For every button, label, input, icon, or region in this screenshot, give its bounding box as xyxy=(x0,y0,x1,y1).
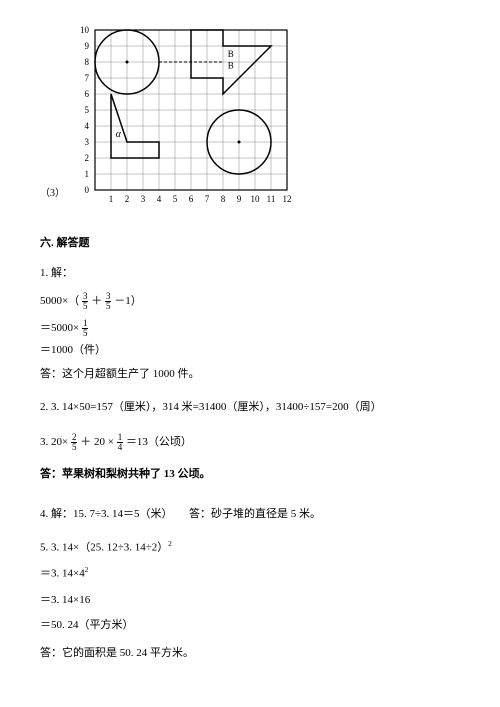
frac-2-5: 25 xyxy=(71,433,78,452)
section-6-title: 六. 解答题 xyxy=(40,235,460,253)
p1-expr2: ＝5000× 15 xyxy=(40,319,460,338)
svg-text:8: 8 xyxy=(85,57,90,67)
svg-text:2: 2 xyxy=(125,194,130,204)
svg-text:B: B xyxy=(228,60,234,70)
svg-text:10: 10 xyxy=(80,25,90,35)
plus-sign: ＋ xyxy=(91,295,102,307)
frac-1-4: 14 xyxy=(117,433,124,452)
p1-expr1: 5000×（ 35 ＋ 35 －1） xyxy=(40,292,460,311)
p1-expr2-prefix: ＝5000× xyxy=(40,322,79,334)
svg-text:9: 9 xyxy=(237,194,242,204)
svg-text:1: 1 xyxy=(85,169,90,179)
p3-suffix: ＝13（公顷） xyxy=(126,436,192,448)
p1-expr1-suffix: －1） xyxy=(114,295,142,307)
grid-figure-section: （3） 012345678910123456789101112αBB xyxy=(40,20,460,210)
p5-answer: 答：它的面积是 50. 24 平方米。 xyxy=(40,645,460,663)
problem-4: 4. 解：15. 7÷3. 14＝5（米） 答：砂子堆的直径是 5 米。 xyxy=(40,506,460,524)
p1-intro: 1. 解： xyxy=(40,265,460,283)
svg-text:10: 10 xyxy=(251,194,261,204)
question-3-label: （3） xyxy=(40,186,65,202)
svg-text:4: 4 xyxy=(157,194,162,204)
p3-prefix: 3. 20× xyxy=(40,436,68,448)
svg-text:5: 5 xyxy=(173,194,178,204)
svg-text:11: 11 xyxy=(267,194,276,204)
svg-text:α: α xyxy=(116,129,122,140)
p1-expr3: ＝1000（件） xyxy=(40,342,460,360)
p5-l4: ＝50. 24（平方米） xyxy=(40,617,460,635)
svg-text:7: 7 xyxy=(205,194,210,204)
p3-expr: 3. 20× 25 ＋ 20 × 14 ＝13（公顷） xyxy=(40,433,460,452)
problem-5: 5. 3. 14×（25. 12÷3. 14÷2）2 ＝3. 14×42 ＝3.… xyxy=(40,539,460,662)
p3-mid: ＋ 20 × xyxy=(80,436,116,448)
svg-text:3: 3 xyxy=(141,194,146,204)
svg-text:2: 2 xyxy=(85,153,90,163)
frac-1-5: 15 xyxy=(82,319,89,338)
problem-1: 1. 解： 5000×（ 35 ＋ 35 －1） ＝5000× 15 ＝1000… xyxy=(40,265,460,384)
frac-3-5-a: 35 xyxy=(82,292,89,311)
svg-text:7: 7 xyxy=(85,73,90,83)
svg-text:8: 8 xyxy=(221,194,226,204)
p1-expr1-prefix: 5000×（ xyxy=(40,295,79,307)
svg-text:9: 9 xyxy=(85,41,90,51)
frac-3-5-b: 35 xyxy=(105,292,112,311)
svg-text:0: 0 xyxy=(85,185,90,195)
svg-text:B: B xyxy=(228,49,234,59)
problem-3: 3. 20× 25 ＋ 20 × 14 ＝13（公顷） 答：苹果树和梨树共种了 … xyxy=(40,433,460,484)
p5-l3: ＝3. 14×16 xyxy=(40,592,460,610)
svg-text:6: 6 xyxy=(85,89,90,99)
svg-text:6: 6 xyxy=(189,194,194,204)
svg-text:4: 4 xyxy=(85,121,90,131)
svg-text:5: 5 xyxy=(85,105,90,115)
svg-text:12: 12 xyxy=(283,194,292,204)
svg-text:1: 1 xyxy=(109,194,114,204)
p5-l1: 5. 3. 14×（25. 12÷3. 14÷2）2 xyxy=(40,539,460,557)
problem-2: 2. 3. 14×50=157（厘米），314 米=31400（厘米），3140… xyxy=(40,399,460,417)
p5-l2: ＝3. 14×42 xyxy=(40,565,460,583)
p3-answer: 答：苹果树和梨树共种了 13 公顷。 xyxy=(40,466,460,484)
p2-text: 2. 3. 14×50=157（厘米），314 米=31400（厘米），3140… xyxy=(40,399,460,417)
p1-answer: 答：这个月超额生产了 1000 件。 xyxy=(40,366,460,384)
coordinate-grid: 012345678910123456789101112αBB xyxy=(73,20,303,210)
svg-text:3: 3 xyxy=(85,137,90,147)
p4-text: 4. 解：15. 7÷3. 14＝5（米） 答：砂子堆的直径是 5 米。 xyxy=(40,506,460,524)
